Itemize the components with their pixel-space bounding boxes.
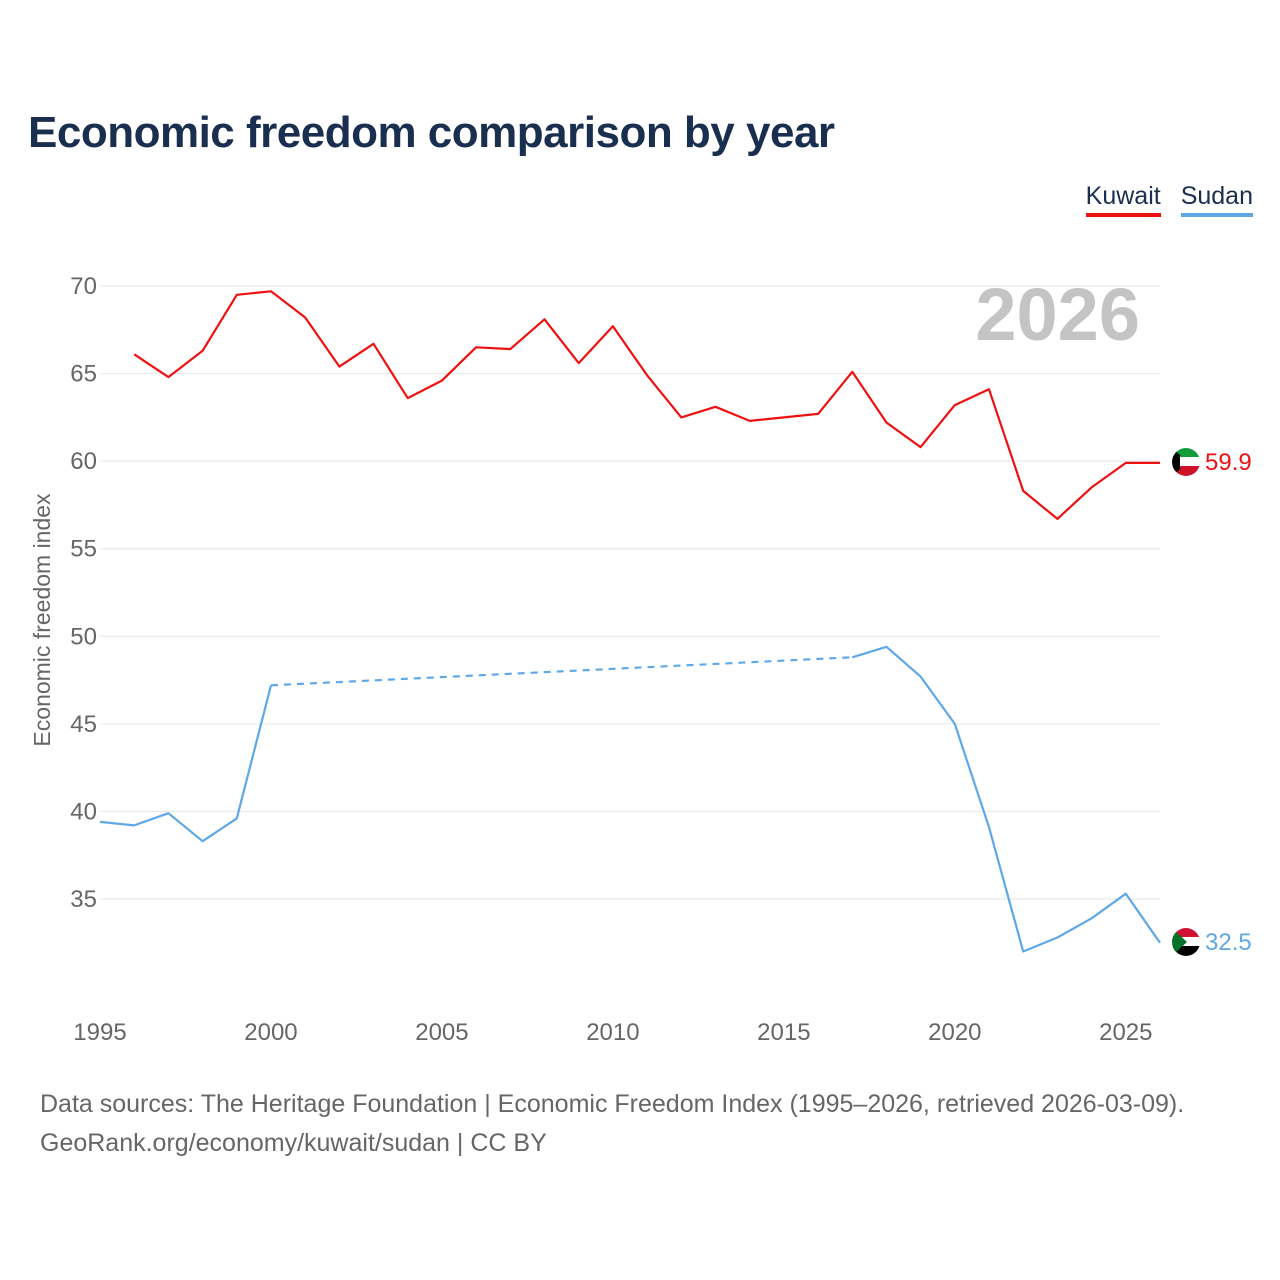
data-source-note: Data sources: The Heritage Foundation | … [40,1090,1185,1118]
x-tick-2005: 2005 [415,1019,468,1046]
y-tick-55: 55 [70,536,97,563]
y-tick-60: 60 [70,448,97,475]
year-watermark: 2026 [975,273,1140,356]
x-tick-2020: 2020 [928,1019,981,1046]
y-tick-45: 45 [70,711,97,738]
series-line-sudan [99,685,273,843]
y-tick-40: 40 [70,798,97,825]
end-label-kuwait: 59.9 [1205,449,1252,476]
source-link[interactable]: GeoRank.org/economy/kuwait/sudan | CC BY [40,1129,547,1157]
y-tick-35: 35 [70,886,97,913]
chart-title: Economic freedom comparison by year [28,108,835,157]
gridlines [100,285,1160,900]
x-tick-2010: 2010 [586,1019,639,1046]
y-axis-label: Economic freedom index [29,493,55,747]
line-chart: 35 40 45 50 55 60 65 70 1995 2000 2005 2010 2015 202… [29,273,1252,1046]
series-line-kuwait [133,290,1160,520]
y-tick-70: 70 [70,273,97,300]
footer: Data sources: The Heritage Foundation | … [40,1085,1184,1163]
legend-item-sudan[interactable]: Sudan [1180,182,1253,217]
legend: Kuwait Sudan [1085,182,1253,217]
sudan-flag-icon [1172,928,1200,956]
x-axis-ticks: 1995 2000 2005 2010 2015 2020 2025 [73,1019,1152,1046]
end-label-sudan: 32.5 [1205,929,1252,956]
x-tick-2015: 2015 [757,1019,810,1046]
series-gap-sudan [270,656,853,687]
kuwait-flag-icon [1172,448,1200,476]
series-line-sudan [851,645,1161,953]
series-lines [99,290,1161,953]
y-tick-65: 65 [70,361,97,388]
x-tick-1995: 1995 [73,1019,126,1046]
x-tick-2000: 2000 [244,1019,297,1046]
y-tick-50: 50 [70,623,97,650]
y-axis-ticks: 35 40 45 50 55 60 65 70 [70,273,97,913]
x-tick-2025: 2025 [1099,1019,1152,1046]
legend-item-kuwait[interactable]: Kuwait [1085,182,1161,217]
